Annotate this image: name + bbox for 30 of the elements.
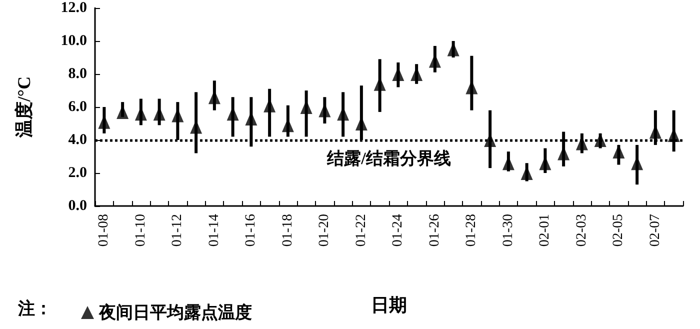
x-axis-title: 日期	[371, 295, 407, 315]
y-tick-label: 8.0	[68, 66, 87, 82]
y-tick-label: 0.0	[68, 198, 87, 214]
ref-line-label: 结露/结霜分界线	[326, 149, 451, 168]
y-tick-label: 6.0	[68, 99, 87, 115]
text: 注：	[17, 299, 52, 318]
x-tick-label: 02-01	[538, 214, 553, 247]
point	[594, 133, 606, 147]
point	[612, 144, 625, 159]
x-tick-label: 01-24	[390, 214, 406, 247]
x-tick-label: 01-28	[464, 214, 480, 247]
x-tick-label: 01-30	[500, 214, 516, 247]
y-axis-title: 温度/°C	[14, 76, 34, 139]
y-tick-label: 2.0	[68, 165, 87, 181]
x-tick-label: 01-08	[96, 214, 112, 247]
x-tick-label: 01-14	[206, 214, 222, 247]
x-tick-label: 01-20	[317, 214, 332, 247]
x-tick-label: 01-10	[133, 214, 148, 247]
x-tick-label: 01-26	[427, 214, 442, 247]
y-tick-label: 4.0	[68, 132, 87, 148]
x-tick-label: 02-03	[574, 214, 590, 247]
x-tick-label: 01-18	[280, 214, 296, 247]
x-tick-label: 01-22	[354, 214, 369, 247]
x-tick-label: 02-05	[611, 214, 626, 247]
legend-label: 夜间日平均露点温度	[98, 303, 252, 322]
y-tick-label: 10.0	[60, 33, 87, 49]
x-tick-label: 01-16	[244, 214, 259, 247]
y-tick-label: 12.0	[60, 0, 87, 16]
x-tick-label: 02-07	[648, 214, 663, 247]
x-tick-label: 01-12	[170, 214, 186, 247]
